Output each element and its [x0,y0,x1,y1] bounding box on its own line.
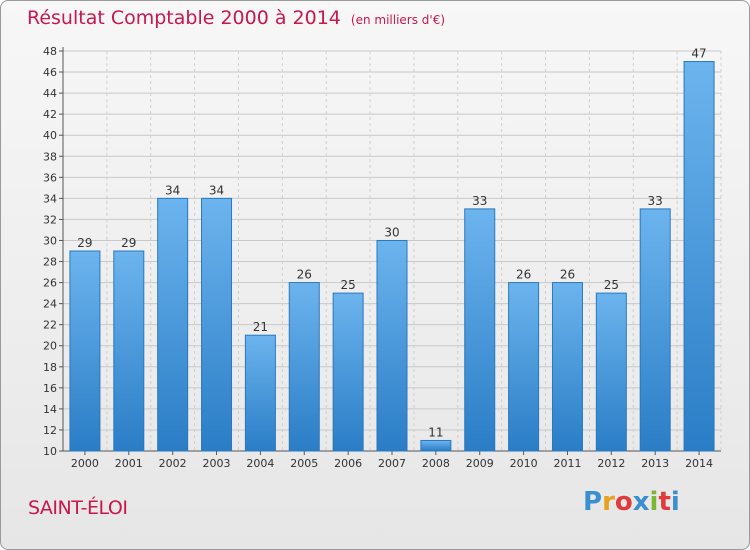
logo-letter: i [670,487,680,517]
bar-value-label: 25 [340,278,355,292]
y-tick-label: 18 [43,361,57,374]
bar-value-label: 47 [691,47,706,61]
bar [420,439,452,452]
y-tick-label: 12 [43,424,57,437]
y-tick-label: 36 [43,171,57,184]
x-tick-label: 2011 [553,457,581,470]
y-tick-label: 28 [43,256,57,269]
y-tick-label: 16 [43,382,57,395]
bar [288,282,320,452]
x-tick-label: 2010 [510,457,538,470]
bar [332,292,364,452]
bar [683,61,715,452]
bar-value-label: 11 [428,425,443,439]
chart-title: Résultat Comptable 2000 à 2014 (en millie… [27,7,445,29]
bar-value-label: 26 [560,268,575,282]
bar [595,292,627,452]
x-tick-label: 2000 [71,457,99,470]
chart-title-text: Résultat Comptable 2000 à 2014 [27,7,341,29]
y-tick-label: 38 [43,150,57,163]
x-tick-label: 2003 [203,457,231,470]
bar [551,282,583,452]
bar-value-label: 26 [516,268,531,282]
x-tick-label: 2007 [378,457,406,470]
bars [69,61,715,452]
bar-value-label: 33 [472,194,487,208]
labels: 10 12 14 16 18 20 22 24 26 28 30 32 34 36 38 40 42 44 46 48… [43,45,713,470]
x-tick-label: 2004 [246,457,274,470]
bar [464,208,496,452]
bar-value-label: 34 [209,183,224,197]
y-tick-label: 10 [43,445,57,458]
x-tick-label: 2006 [334,457,362,470]
y-tick-label: 40 [43,129,57,142]
x-tick-label: 2002 [159,457,187,470]
logo-letter: i [649,487,659,517]
proxiti-logo: Proxiti [583,487,680,517]
y-tick-label: 22 [43,319,57,332]
logo-letter: o [614,487,633,517]
bar-value-label: 26 [297,268,312,282]
bar-value-label: 29 [121,236,136,250]
x-tick-label: 2012 [597,457,625,470]
bar [69,250,101,452]
commune-name: SAINT-ÉLOI [28,497,128,519]
x-tick-label: 2014 [685,457,713,470]
x-tick-label: 2005 [290,457,318,470]
bar-value-label: 29 [77,236,92,250]
y-tick-label: 34 [43,192,57,205]
y-tick-label: 44 [43,87,57,100]
y-tick-label: 46 [43,66,57,79]
bar [244,334,276,452]
bar [113,250,145,452]
y-tick-label: 32 [43,213,57,226]
y-tick-label: 20 [43,340,57,353]
logo-letter: t [658,487,671,517]
y-tick-label: 14 [43,403,57,416]
x-tick-label: 2009 [466,457,494,470]
logo-letter: P [583,487,603,517]
x-tick-label: 2008 [422,457,450,470]
logo-letter: r [602,487,615,517]
bar [508,282,540,452]
bar [201,197,233,452]
bar-value-label: 25 [604,278,619,292]
logo-letter: x [632,487,650,517]
bar [157,197,189,452]
y-tick-label: 26 [43,277,57,290]
bar-value-label: 30 [384,225,399,239]
x-tick-label: 2001 [115,457,143,470]
bar-value-label: 33 [648,194,663,208]
chart-unit: (en milliers d'€) [350,13,446,27]
y-tick-label: 24 [43,298,57,311]
bar [376,239,408,452]
y-tick-label: 42 [43,108,57,121]
bar-value-label: 21 [253,320,268,334]
y-tick-label: 48 [43,45,57,58]
bar-value-label: 34 [165,183,180,197]
x-tick-label: 2013 [641,457,669,470]
bar [639,208,671,452]
y-tick-label: 30 [43,234,57,247]
